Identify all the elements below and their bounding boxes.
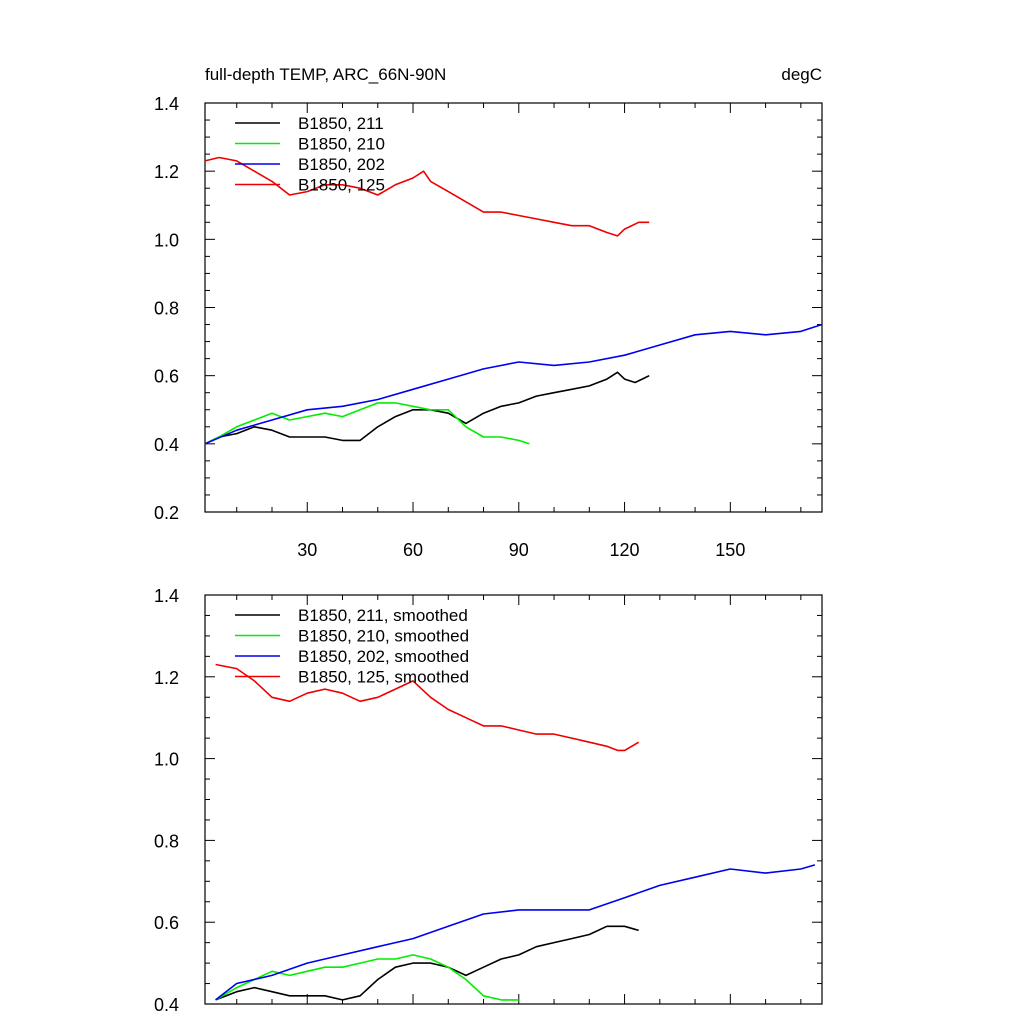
legend-label: B1850, 210, smoothed — [298, 627, 469, 646]
panel-raw: 30 60 90 120 150 0.2 0.4 0.6 0.8 1.0 1.2 1.4 B1850, … — [154, 94, 823, 560]
series-line-4 — [204, 156, 650, 237]
figure-title: full-depth TEMP, ARC_66N-90N — [205, 65, 446, 84]
series-line-2 — [215, 954, 519, 1001]
y-tick-label: 0.8 — [154, 299, 179, 319]
y-tick-label: 0.6 — [154, 913, 179, 933]
y-tick-label: 1.4 — [154, 94, 179, 114]
legend-label: B1850, 125 — [298, 176, 385, 195]
y-tick-label: 0.2 — [154, 503, 179, 523]
series-line-4 — [215, 663, 640, 752]
legend-label: B1850, 211, smoothed — [298, 606, 468, 625]
y-tick-label: 0.8 — [154, 831, 179, 851]
series-line-3 — [204, 323, 823, 445]
legend-label: B1850, 202, smoothed — [298, 647, 469, 666]
legend-label: B1850, 125, smoothed — [298, 668, 469, 687]
x-tick-label: 120 — [610, 540, 640, 560]
legend-label: B1850, 211 — [298, 114, 384, 133]
y-tick-label: 0.6 — [154, 367, 179, 387]
panel-smoothed: 0.4 0.6 0.8 1.0 1.2 1.4 B1850, 211, smoothed B1… — [154, 586, 823, 1015]
x-tick-label: 30 — [297, 540, 317, 560]
y-tick-label: 1.2 — [154, 668, 179, 688]
series-line-3 — [215, 864, 816, 1001]
x-tick-label: 60 — [403, 540, 423, 560]
legend-label: B1850, 210 — [298, 135, 385, 154]
y-tick-label: 1.4 — [154, 586, 179, 606]
legend-label: B1850, 202 — [298, 155, 385, 174]
y-tick-label: 0.4 — [154, 435, 179, 455]
series-line-2 — [204, 402, 530, 445]
figure-units: degC — [781, 65, 822, 84]
series-line-1 — [204, 371, 650, 445]
y-tick-label: 1.0 — [154, 750, 179, 770]
y-tick-label: 1.2 — [154, 162, 179, 182]
y-tick-label: 0.4 — [154, 995, 179, 1015]
x-tick-label: 90 — [509, 540, 529, 560]
series-line-1 — [215, 925, 639, 1001]
x-tick-label: 150 — [715, 540, 745, 560]
y-tick-label: 1.0 — [154, 230, 179, 250]
